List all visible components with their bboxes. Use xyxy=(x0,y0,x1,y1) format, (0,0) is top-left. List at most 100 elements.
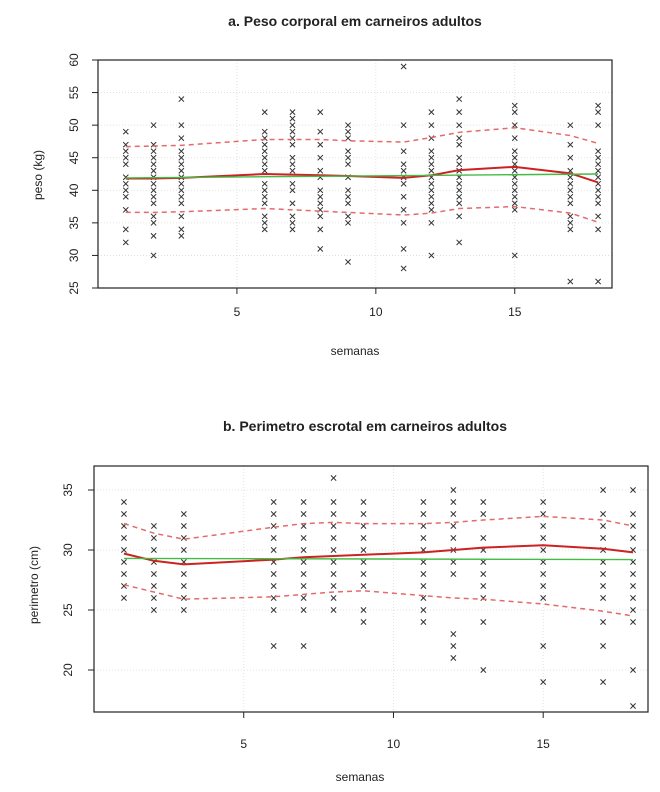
data-point xyxy=(600,583,607,589)
data-point xyxy=(289,128,296,135)
data-point xyxy=(300,607,307,613)
mean-line xyxy=(123,544,634,566)
data-point xyxy=(428,109,435,116)
data-point xyxy=(540,679,547,685)
data-point xyxy=(630,607,636,613)
data-point xyxy=(595,187,602,194)
data-point xyxy=(540,643,547,649)
data-point xyxy=(511,187,518,194)
data-point xyxy=(400,63,407,70)
data-point xyxy=(289,200,296,207)
data-point xyxy=(600,535,607,541)
y-tick-label: 20 xyxy=(61,663,75,677)
data-point xyxy=(261,154,268,161)
data-point xyxy=(540,595,547,601)
data-point xyxy=(150,535,157,541)
data-point xyxy=(450,487,457,493)
data-point xyxy=(428,180,435,187)
data-point xyxy=(456,135,463,142)
data-point xyxy=(450,511,457,517)
data-point xyxy=(540,511,547,517)
data-point xyxy=(595,102,602,109)
y-tick-label: 35 xyxy=(61,483,75,497)
data-point xyxy=(150,148,157,155)
data-point xyxy=(428,200,435,207)
y-tick-label: 40 xyxy=(67,183,81,197)
data-point xyxy=(480,571,487,577)
upper-line xyxy=(123,515,634,540)
data-point xyxy=(540,583,547,589)
data-point xyxy=(345,161,352,168)
data-point xyxy=(345,193,352,200)
data-point xyxy=(595,226,602,233)
data-point xyxy=(178,148,185,155)
data-point xyxy=(450,535,457,541)
data-point xyxy=(317,200,324,207)
data-point xyxy=(289,187,296,194)
data-point xyxy=(360,619,367,625)
x-tick-label: 5 xyxy=(240,737,247,751)
data-point xyxy=(300,535,307,541)
data-point xyxy=(400,122,407,129)
data-point xyxy=(595,213,602,220)
data-point xyxy=(511,148,518,155)
upper-line xyxy=(125,126,599,148)
data-point xyxy=(289,226,296,233)
data-point xyxy=(300,547,307,553)
data-point xyxy=(122,193,129,200)
data-point xyxy=(178,200,185,207)
data-point xyxy=(420,559,427,565)
data-point xyxy=(270,607,277,613)
data-point xyxy=(317,213,324,220)
data-point xyxy=(150,595,157,601)
data-point xyxy=(120,595,127,601)
y-axis: 20 25 30 35 xyxy=(61,483,94,677)
data-point xyxy=(150,193,157,200)
data-point xyxy=(511,200,518,207)
data-point xyxy=(360,571,367,577)
data-point xyxy=(178,193,185,200)
data-point xyxy=(289,122,296,129)
data-point xyxy=(178,226,185,233)
data-point xyxy=(289,115,296,122)
data-point xyxy=(567,174,574,181)
data-point xyxy=(150,547,157,553)
data-point xyxy=(456,239,463,246)
data-point xyxy=(450,643,457,649)
data-point xyxy=(120,571,127,577)
data-point xyxy=(261,109,268,116)
data-point xyxy=(540,499,547,505)
data-point xyxy=(400,206,407,213)
data-point xyxy=(595,167,602,174)
data-point xyxy=(480,619,487,625)
data-point xyxy=(317,245,324,252)
data-point xyxy=(150,607,157,613)
data-point xyxy=(630,667,636,673)
data-point xyxy=(122,148,129,155)
data-point xyxy=(150,571,157,577)
data-point xyxy=(567,187,574,194)
data-point xyxy=(178,213,185,220)
data-point xyxy=(595,193,602,200)
data-point xyxy=(400,180,407,187)
data-point xyxy=(330,475,337,481)
data-point xyxy=(120,535,127,541)
data-point xyxy=(180,607,187,613)
data-point xyxy=(300,571,307,577)
data-point xyxy=(400,148,407,155)
data-point xyxy=(600,571,607,577)
data-point xyxy=(456,109,463,116)
data-point xyxy=(567,122,574,129)
data-point xyxy=(261,141,268,148)
data-point xyxy=(345,148,352,155)
data-point xyxy=(330,607,337,613)
data-point xyxy=(567,141,574,148)
data-point xyxy=(261,128,268,135)
lower-line xyxy=(123,584,634,617)
data-point xyxy=(540,523,547,529)
data-point xyxy=(317,226,324,233)
data-point xyxy=(345,135,352,142)
data-point xyxy=(428,161,435,168)
data-point xyxy=(420,619,427,625)
